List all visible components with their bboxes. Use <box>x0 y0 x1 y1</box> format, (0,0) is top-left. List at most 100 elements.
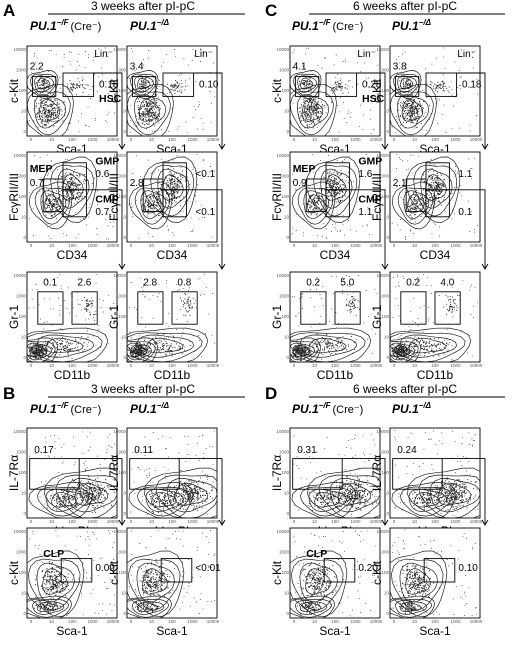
event-dot <box>143 114 145 116</box>
event-dot <box>320 111 322 113</box>
x-tick-label: 10 <box>149 243 155 248</box>
event-dot <box>144 111 146 113</box>
event-dot <box>143 104 145 106</box>
event-dot <box>143 339 146 341</box>
event-dot <box>173 178 175 181</box>
event-dot <box>139 359 141 361</box>
event-dot <box>95 282 97 284</box>
event-dot <box>40 84 43 86</box>
event-dot <box>306 105 308 107</box>
event-dot <box>47 105 49 107</box>
event-dot <box>446 87 448 90</box>
event-dot <box>409 214 411 216</box>
event-dot <box>177 87 179 89</box>
event-dot <box>145 84 147 86</box>
y-tick-label: 1000 <box>16 68 27 73</box>
x-tick-label: 0 <box>130 243 133 248</box>
event-dot <box>153 116 155 118</box>
event-dot <box>308 101 310 103</box>
event-dot <box>80 309 82 311</box>
event-dot <box>327 170 329 172</box>
event-dot <box>70 343 72 345</box>
event-dot <box>46 348 48 350</box>
gate-connector <box>193 72 223 148</box>
event-dot <box>149 111 151 113</box>
event-dot <box>33 344 35 346</box>
event-dot <box>143 209 145 211</box>
event-dot <box>147 114 149 116</box>
event-dot <box>96 228 98 229</box>
event-dot <box>150 115 152 117</box>
event-dot <box>108 93 110 95</box>
x-tick-label: 0 <box>30 137 33 142</box>
event-dot <box>141 86 143 88</box>
event-dot <box>310 214 312 216</box>
y-tick-label: 10000 <box>113 153 126 158</box>
event-dot <box>48 116 50 118</box>
event-dot <box>305 85 307 87</box>
event-dot <box>299 83 301 85</box>
event-dot <box>144 296 146 298</box>
event-dot <box>154 113 156 115</box>
event-dot <box>76 201 78 203</box>
event-dot <box>412 192 414 194</box>
event-dot <box>45 110 47 112</box>
x-tick-label: 10000 <box>207 363 220 368</box>
event-dot <box>137 104 139 107</box>
event-dot <box>173 173 175 175</box>
event-dot <box>40 116 42 118</box>
y-tick-label: 100 <box>18 88 26 93</box>
event-dot <box>102 311 104 313</box>
event-dot <box>37 349 39 351</box>
event-dot <box>54 112 56 114</box>
event-dot <box>89 313 91 315</box>
event-dot <box>408 110 410 112</box>
event-dot <box>146 101 148 103</box>
event-dot <box>43 84 45 86</box>
event-dot <box>193 303 195 305</box>
event-dot <box>304 103 306 105</box>
event-dot <box>408 208 410 210</box>
event-dot <box>316 235 318 237</box>
event-dot <box>414 108 416 110</box>
event-dot <box>48 195 50 197</box>
event-dot <box>36 351 38 353</box>
event-dot <box>172 85 174 87</box>
event-dot <box>47 83 49 85</box>
event-dot <box>159 108 161 110</box>
event-dot <box>144 116 146 118</box>
event-dot <box>75 94 77 96</box>
event-dot <box>190 217 192 219</box>
event-dot <box>152 317 154 319</box>
event-dot <box>340 78 342 80</box>
event-dot <box>70 183 72 185</box>
event-dot <box>50 209 52 211</box>
event-dot <box>77 187 79 189</box>
event-dot <box>433 197 435 199</box>
event-dot <box>105 120 106 122</box>
event-dot <box>184 349 186 351</box>
event-dot <box>75 69 77 71</box>
event-dot <box>305 121 307 124</box>
event-dot <box>150 192 152 194</box>
event-dot <box>42 346 44 348</box>
event-dot <box>33 346 35 348</box>
event-dot <box>156 192 158 194</box>
event-dot <box>77 190 80 192</box>
event-dot <box>42 84 44 87</box>
event-dot <box>54 204 56 206</box>
event-dot <box>104 51 106 53</box>
event-dot <box>333 172 335 174</box>
event-dot <box>64 339 66 341</box>
genotype-label: PU.1−/Δ <box>130 18 170 33</box>
event-dot <box>181 170 184 172</box>
event-dot <box>61 114 63 116</box>
event-dot <box>76 343 78 345</box>
event-dot <box>53 200 55 202</box>
event-dot <box>180 92 182 94</box>
event-dot <box>57 107 59 109</box>
event-dot <box>51 120 53 123</box>
event-dot <box>49 120 51 122</box>
event-dot <box>435 87 437 89</box>
event-dot <box>183 303 185 306</box>
